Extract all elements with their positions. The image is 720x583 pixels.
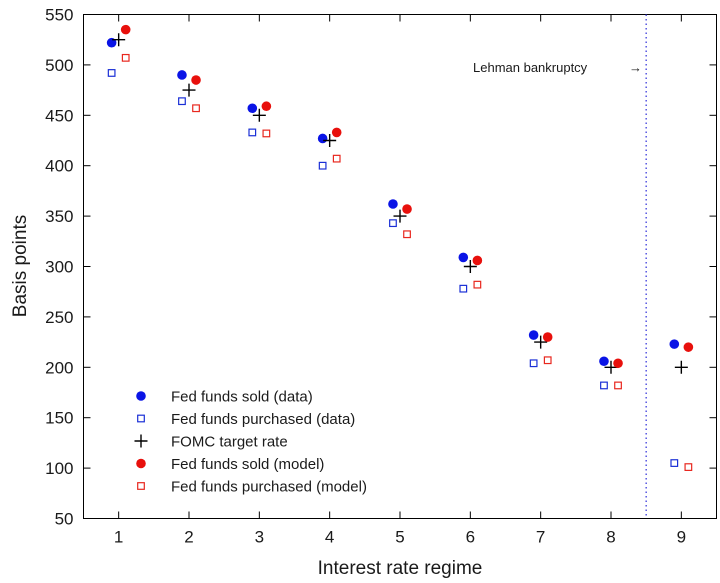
data-point	[614, 381, 622, 390]
series-1	[107, 69, 679, 467]
legend-marker	[136, 458, 146, 469]
data-point	[459, 284, 468, 293]
data-point	[674, 360, 688, 374]
legend-marker	[137, 482, 145, 490]
x-tick-label: 9	[677, 528, 686, 547]
series-0	[106, 37, 680, 367]
data-point	[182, 83, 196, 97]
legend-marker	[134, 434, 148, 448]
data-point	[112, 33, 126, 47]
legend-marker	[136, 391, 146, 401]
lehman-arrow: →	[629, 60, 642, 75]
y-axis-title: Basis points	[10, 215, 31, 317]
data-point	[389, 219, 397, 228]
data-marks	[106, 24, 694, 471]
y-axis-ticks: 50 100 150 200 250 300 350 400 450 500 550	[45, 6, 717, 529]
x-tick-label: 7	[536, 528, 545, 547]
data-point	[262, 129, 271, 138]
x-tick-label: 8	[606, 528, 615, 547]
series-2	[112, 33, 688, 374]
series-4	[121, 53, 693, 471]
data-point	[317, 133, 328, 144]
data-point	[529, 359, 538, 368]
x-tick-label: 4	[325, 528, 334, 547]
data-point	[670, 459, 679, 467]
data-point	[543, 356, 552, 365]
x-tick-label: 1	[114, 528, 123, 547]
y-tick-label: 100	[45, 459, 73, 478]
data-point	[331, 127, 342, 138]
data-point	[534, 335, 548, 349]
data-point	[107, 69, 116, 77]
data-point	[604, 360, 618, 374]
y-tick-label: 300	[45, 258, 73, 277]
y-tick-label: 150	[45, 409, 73, 428]
data-point	[178, 97, 186, 106]
x-axis-title: Interest rate regime	[318, 558, 483, 579]
data-point	[669, 339, 680, 349]
x-tick-label: 5	[395, 528, 404, 547]
y-tick-label: 450	[45, 106, 73, 125]
data-point	[121, 53, 130, 62]
data-point	[463, 260, 477, 273]
data-point	[261, 101, 272, 112]
lehman-annotation: Lehman bankruptcy →	[473, 60, 642, 75]
data-point	[684, 463, 693, 471]
y-tick-label: 250	[45, 308, 73, 327]
legend-label: Fed funds sold (model)	[171, 456, 324, 473]
legend-label: FOMC target rate	[171, 434, 288, 451]
x-tick-label: 3	[255, 528, 264, 547]
series-3	[120, 24, 694, 369]
data-point	[542, 332, 553, 342]
data-point	[403, 230, 411, 239]
y-tick-label: 400	[45, 157, 73, 176]
data-point	[247, 103, 258, 114]
data-point	[600, 381, 608, 390]
data-point	[248, 128, 257, 137]
data-point	[613, 358, 623, 369]
data-point	[332, 154, 341, 163]
lehman-label: Lehman bankruptcy	[473, 60, 588, 75]
y-tick-label: 500	[45, 56, 73, 75]
data-point	[191, 75, 201, 85]
data-point	[402, 204, 412, 214]
x-tick-label: 6	[466, 528, 475, 547]
legend-label: Fed funds purchased (model)	[171, 479, 367, 496]
data-point	[252, 108, 266, 122]
data-point	[323, 134, 337, 147]
data-point	[472, 255, 483, 266]
data-point	[388, 199, 398, 209]
y-tick-label: 350	[45, 207, 73, 226]
legend-label: Fed funds sold (data)	[171, 389, 313, 406]
legend-marker	[137, 414, 145, 423]
y-tick-label: 200	[45, 358, 73, 377]
legend-label: Fed funds purchased (data)	[171, 411, 355, 428]
data-point	[120, 24, 131, 35]
data-point	[458, 252, 469, 263]
data-point	[473, 280, 482, 289]
data-point	[683, 342, 694, 352]
data-point	[599, 356, 609, 367]
x-tick-label: 2	[184, 528, 193, 547]
data-point	[177, 70, 187, 80]
y-tick-label: 550	[45, 6, 73, 25]
data-point	[528, 330, 539, 340]
data-point	[192, 104, 200, 113]
y-tick-label: 50	[55, 510, 74, 529]
legend: Fed funds sold (data) Fed funds purchased…	[134, 389, 367, 496]
x-axis-ticks: 1 2 3 4 5 6 7 8 9	[114, 14, 686, 547]
data-point	[393, 209, 407, 223]
data-point	[318, 161, 327, 170]
